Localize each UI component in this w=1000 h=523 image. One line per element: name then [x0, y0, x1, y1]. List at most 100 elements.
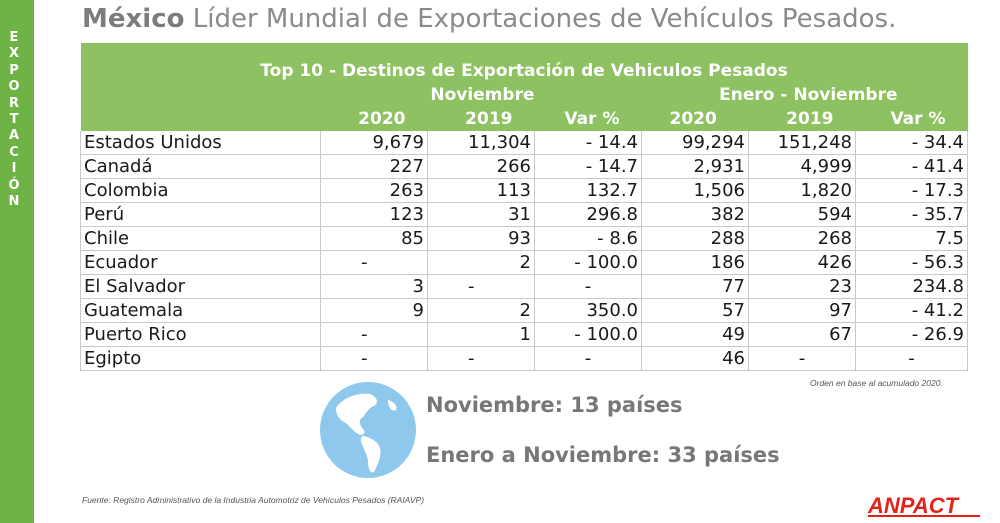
value-cell: 67 [748, 322, 856, 347]
page-title: México Líder Mundial de Exportaciones de… [82, 4, 896, 34]
value-cell: 123 [320, 202, 428, 227]
country-cell: Perú [80, 202, 321, 227]
value-cell: 9,679 [320, 131, 428, 155]
value-cell: 132.7 [534, 178, 642, 203]
value-cell: 594 [748, 202, 856, 227]
table-row: Ecuador -2- 100.0 186 426- 56.3 [80, 250, 968, 275]
logo-text: ANPACT [867, 493, 960, 518]
value-cell: 93 [427, 226, 535, 251]
value-cell: - [320, 322, 428, 347]
col-header: 2020 [641, 106, 749, 131]
value-cell: 227 [320, 154, 428, 179]
value-cell: 23 [748, 274, 856, 299]
value-cell: 350.0 [534, 298, 642, 323]
value-cell: 9 [320, 298, 428, 323]
sidebar-letter: N [8, 194, 20, 210]
col-header: Var % [855, 106, 968, 131]
table-body: Estados Unidos 9,679 11,304- 14.4 99,294 151… [80, 131, 968, 371]
group-header-ytd: Enero - Noviembre [641, 83, 968, 106]
sidebar-letter: E [9, 30, 19, 45]
country-cell: Canadá [80, 154, 321, 179]
value-cell: 97 [748, 298, 856, 323]
exports-table-container: Top 10 - Destinos de Exportación de Vehi… [80, 43, 968, 371]
value-cell: - [320, 346, 428, 371]
value-cell: 426 [748, 250, 856, 275]
sidebar-letter: O [8, 79, 20, 95]
value-cell: - 34.4 [855, 131, 968, 155]
page-title-rest: Líder Mundial de Exportaciones de Vehícu… [184, 4, 897, 34]
value-cell: - 41.2 [855, 298, 968, 323]
value-cell: - [320, 250, 428, 275]
country-cell: Estados Unidos [80, 131, 321, 155]
table-row: Chile 85 93- 8.6 288 268 7.5 [80, 226, 968, 251]
value-cell: 263 [320, 178, 428, 203]
country-cell: Colombia [80, 178, 321, 203]
value-cell: 46 [641, 346, 749, 371]
group-header-nov: Noviembre [320, 83, 642, 106]
header-spacer [80, 43, 968, 59]
value-cell: 113 [427, 178, 535, 203]
page-title-bold: México [82, 4, 185, 34]
table-row: El Salvador 3- -77 23 234.8 [80, 274, 968, 299]
sidebar-letter: I [11, 161, 17, 177]
value-cell: 57 [641, 298, 749, 323]
value-cell: 1,506 [641, 178, 749, 203]
value-cell: - 17.3 [855, 178, 968, 203]
stat-november: Noviembre: 13 países [426, 393, 683, 417]
country-cell: Puerto Rico [80, 322, 321, 347]
table-title: Top 10 - Destinos de Exportación de Vehi… [80, 59, 968, 83]
table-row: Colombia 263 113 132.7 1,506 1,820- 17.3 [80, 178, 968, 203]
col-header: Var % [534, 106, 642, 131]
col-header: 2019 [427, 106, 535, 131]
value-cell: - 41.4 [855, 154, 968, 179]
value-cell: 296.8 [534, 202, 642, 227]
sidebar-letter: P [9, 62, 19, 78]
value-cell: 49 [641, 322, 749, 347]
table-row: Egipto - - -46- - [80, 346, 968, 371]
sidebar-strip: E X P O R T A C I Ó N [0, 0, 34, 523]
value-cell: 7.5 [855, 226, 968, 251]
sidebar-letter: R [8, 95, 19, 111]
col-header: 2020 [320, 106, 428, 131]
source-footnote: Fuente: Registro Administrativo de la In… [82, 495, 425, 505]
value-cell: 1,820 [748, 178, 856, 203]
country-cell: Chile [80, 226, 321, 251]
value-cell: - [534, 274, 642, 299]
value-cell: - [855, 346, 968, 371]
value-cell: - 100.0 [534, 322, 642, 347]
value-cell: 85 [320, 226, 428, 251]
globe-icon [320, 382, 416, 478]
country-cell: El Salvador [80, 274, 321, 299]
header-empty [80, 106, 321, 131]
header-empty [80, 83, 321, 106]
order-note: Orden en base al acumulado 2020. [810, 378, 943, 388]
table-row: Canadá 227 266- 14.7 2,931 4,999- 41.4 [80, 154, 968, 179]
value-cell: 266 [427, 154, 535, 179]
table-row: Puerto Rico -1- 100.0 49 67- 26.9 [80, 322, 968, 347]
value-cell: 4,999 [748, 154, 856, 179]
value-cell: 77 [641, 274, 749, 299]
value-cell: - 100.0 [534, 250, 642, 275]
value-cell: - [427, 346, 535, 371]
sidebar-letter: Ó [8, 177, 20, 193]
sidebar-letter: A [8, 128, 20, 144]
value-cell: 31 [427, 202, 535, 227]
value-cell: - 35.7 [855, 202, 968, 227]
table-row: Estados Unidos 9,679 11,304- 14.4 99,294 151… [80, 131, 968, 155]
value-cell: - 26.9 [855, 322, 968, 347]
country-cell: Ecuador [80, 250, 321, 275]
value-cell: 151,248 [748, 131, 856, 155]
col-header: 2019 [748, 106, 856, 131]
stat-year-to-date: Enero a Noviembre: 33 países [426, 443, 780, 467]
value-cell: 288 [641, 226, 749, 251]
sidebar-letter: T [9, 112, 19, 128]
value-cell: - 14.7 [534, 154, 642, 179]
value-cell: - 8.6 [534, 226, 642, 251]
value-cell: - [748, 346, 856, 371]
table-row: Perú 123 31 296.8 382 594- 35.7 [80, 202, 968, 227]
value-cell: - 56.3 [855, 250, 968, 275]
exports-table: Top 10 - Destinos de Exportación de Vehi… [80, 43, 968, 371]
value-cell: 234.8 [855, 274, 968, 299]
country-cell: Egipto [80, 346, 321, 371]
value-cell: 2 [427, 250, 535, 275]
